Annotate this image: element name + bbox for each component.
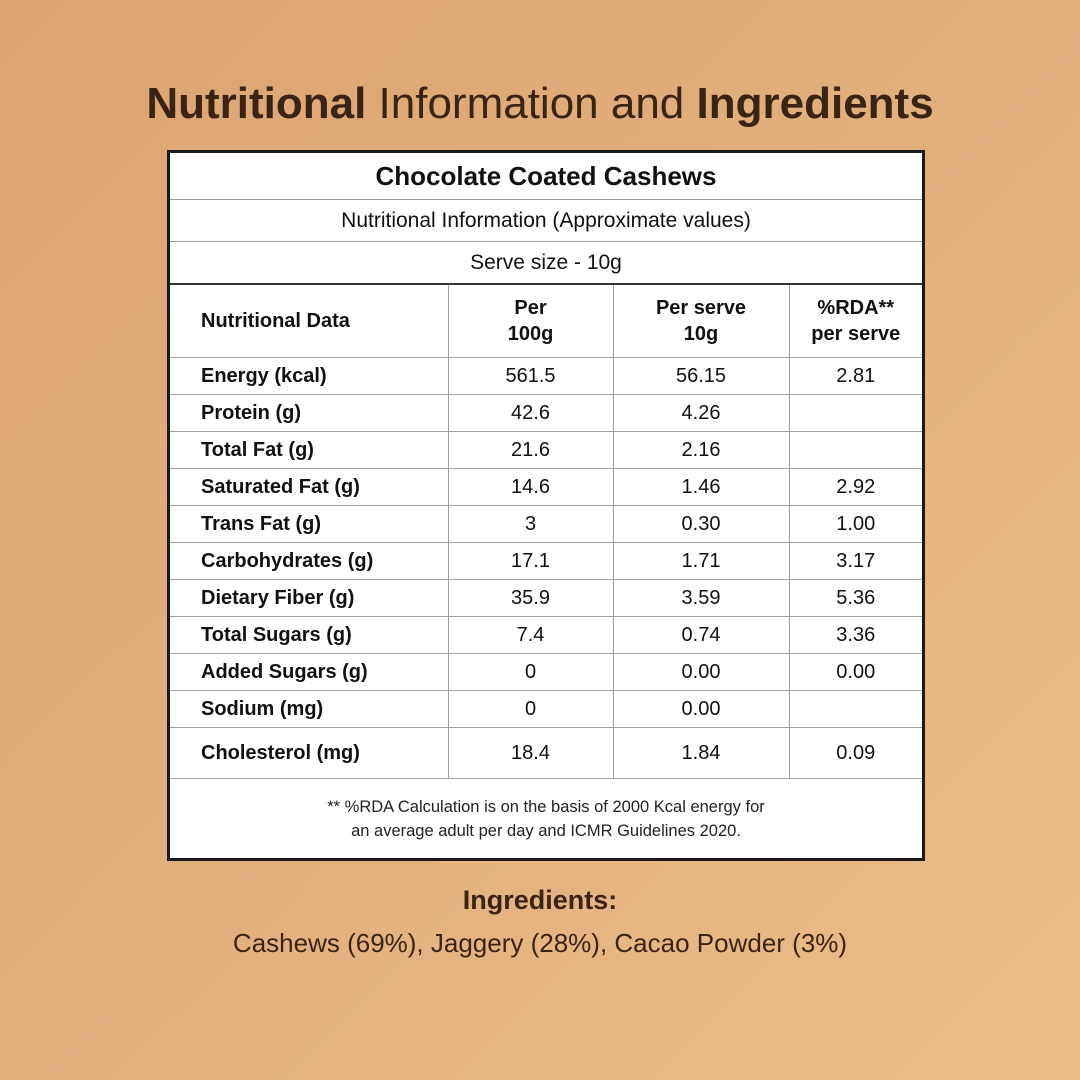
nutrient-name: Trans Fat (g) [170,505,449,543]
header-per-serve-line-1: Per serve [655,297,747,319]
value-per-serve: 4.26 [613,394,790,432]
nutrient-name: Total Sugars (g) [170,616,449,654]
footnote-line-1: ** %RDA Calculation is on the basis of 2… [327,798,765,816]
value-per-100g: 0 [448,690,614,728]
value-per-serve: 0.74 [613,616,790,654]
value-per-serve: 3.59 [613,579,790,617]
table-row: Cholesterol (mg) 18.4 1.84 0.09 [170,727,922,779]
nutrient-name: Cholesterol (mg) [170,727,449,779]
nutrient-name: Energy (kcal) [170,357,449,395]
value-per-serve: 1.84 [613,727,790,779]
value-rda [789,690,922,728]
value-per-serve: 0.00 [613,690,790,728]
table-row: Added Sugars (g) 0 0.00 0.00 [170,653,922,691]
header-per-100g-line-1: Per [514,297,547,319]
value-rda: 0.00 [789,653,922,691]
value-per-100g: 21.6 [448,431,614,469]
value-per-100g: 561.5 [448,357,614,395]
table-row: Trans Fat (g) 3 0.30 1.00 [170,505,922,543]
heading-part-3: Ingredients [696,79,934,128]
header-per-100g-line-2: 100g [507,323,554,345]
nutrient-name: Dietary Fiber (g) [170,579,449,617]
heading-part-2: Information and [366,79,697,128]
value-per-100g: 35.9 [448,579,614,617]
value-per-serve: 2.16 [613,431,790,469]
value-rda: 5.36 [789,579,922,617]
page-heading: Nutritional Information and Ingredients [0,78,1080,130]
value-rda: 1.00 [789,505,922,543]
table-row: Protein (g) 42.6 4.26 [170,394,922,432]
table-row: Sodium (mg) 0 0.00 [170,690,922,728]
table-row: Dietary Fiber (g) 35.9 3.59 5.36 [170,579,922,617]
nutrition-subtitle: Nutritional Information (Approximate val… [170,200,922,242]
value-per-serve: 0.30 [613,505,790,543]
nutrient-name: Added Sugars (g) [170,653,449,691]
header-rda-line-2: per serve [811,323,901,345]
heading-part-1: Nutritional [146,79,367,128]
header-per-100g: Per 100g [448,285,614,358]
value-rda: 3.17 [789,542,922,580]
table-row: Saturated Fat (g) 14.6 1.46 2.92 [170,468,922,506]
nutrition-card: Chocolate Coated Cashews Nutritional Inf… [167,150,925,861]
value-rda [789,394,922,432]
ingredients-title: Ingredients: [462,885,618,915]
value-per-100g: 7.4 [448,616,614,654]
nutrient-name: Total Fat (g) [170,431,449,469]
header-per-serve: Per serve 10g [613,285,790,358]
value-rda: 2.81 [789,357,922,395]
table-row: Carbohydrates (g) 17.1 1.71 3.17 [170,542,922,580]
value-rda: 0.09 [789,727,922,779]
value-per-100g: 3 [448,505,614,543]
nutrient-name: Sodium (mg) [170,690,449,728]
value-rda: 2.92 [789,468,922,506]
header-rda: %RDA** per serve [789,285,922,358]
value-rda [789,431,922,469]
serve-size: Serve size - 10g [170,242,922,285]
nutrient-name: Saturated Fat (g) [170,468,449,506]
rda-footnote: ** %RDA Calculation is on the basis of 2… [170,779,922,843]
nutrient-name: Carbohydrates (g) [170,542,449,580]
header-per-serve-line-2: 10g [683,323,719,345]
value-rda: 3.36 [789,616,922,654]
nutrient-name: Protein (g) [170,394,449,432]
value-per-100g: 0 [448,653,614,691]
table-header-row: Nutritional Data Per 100g Per serve 10g %R… [170,285,922,358]
nutrition-table: Nutritional Data Per 100g Per serve 10g %R… [170,285,922,779]
table-row: Energy (kcal) 561.5 56.15 2.81 [170,357,922,395]
ingredients-list: Cashews (69%), Jaggery (28%), Cacao Powd… [232,928,848,958]
header-nutritional-data: Nutritional Data [170,285,449,358]
value-per-serve: 1.46 [613,468,790,506]
value-per-100g: 17.1 [448,542,614,580]
value-per-100g: 18.4 [448,727,614,779]
value-per-serve: 1.71 [613,542,790,580]
value-per-100g: 42.6 [448,394,614,432]
value-per-100g: 14.6 [448,468,614,506]
value-per-serve: 56.15 [613,357,790,395]
table-row: Total Fat (g) 21.6 2.16 [170,431,922,469]
table-row: Total Sugars (g) 7.4 0.74 3.36 [170,616,922,654]
footnote-line-2: an average adult per day and ICMR Guidel… [351,822,741,840]
header-rda-line-1: %RDA** [817,297,895,319]
value-per-serve: 0.00 [613,653,790,691]
product-name: Chocolate Coated Cashews [170,153,922,200]
